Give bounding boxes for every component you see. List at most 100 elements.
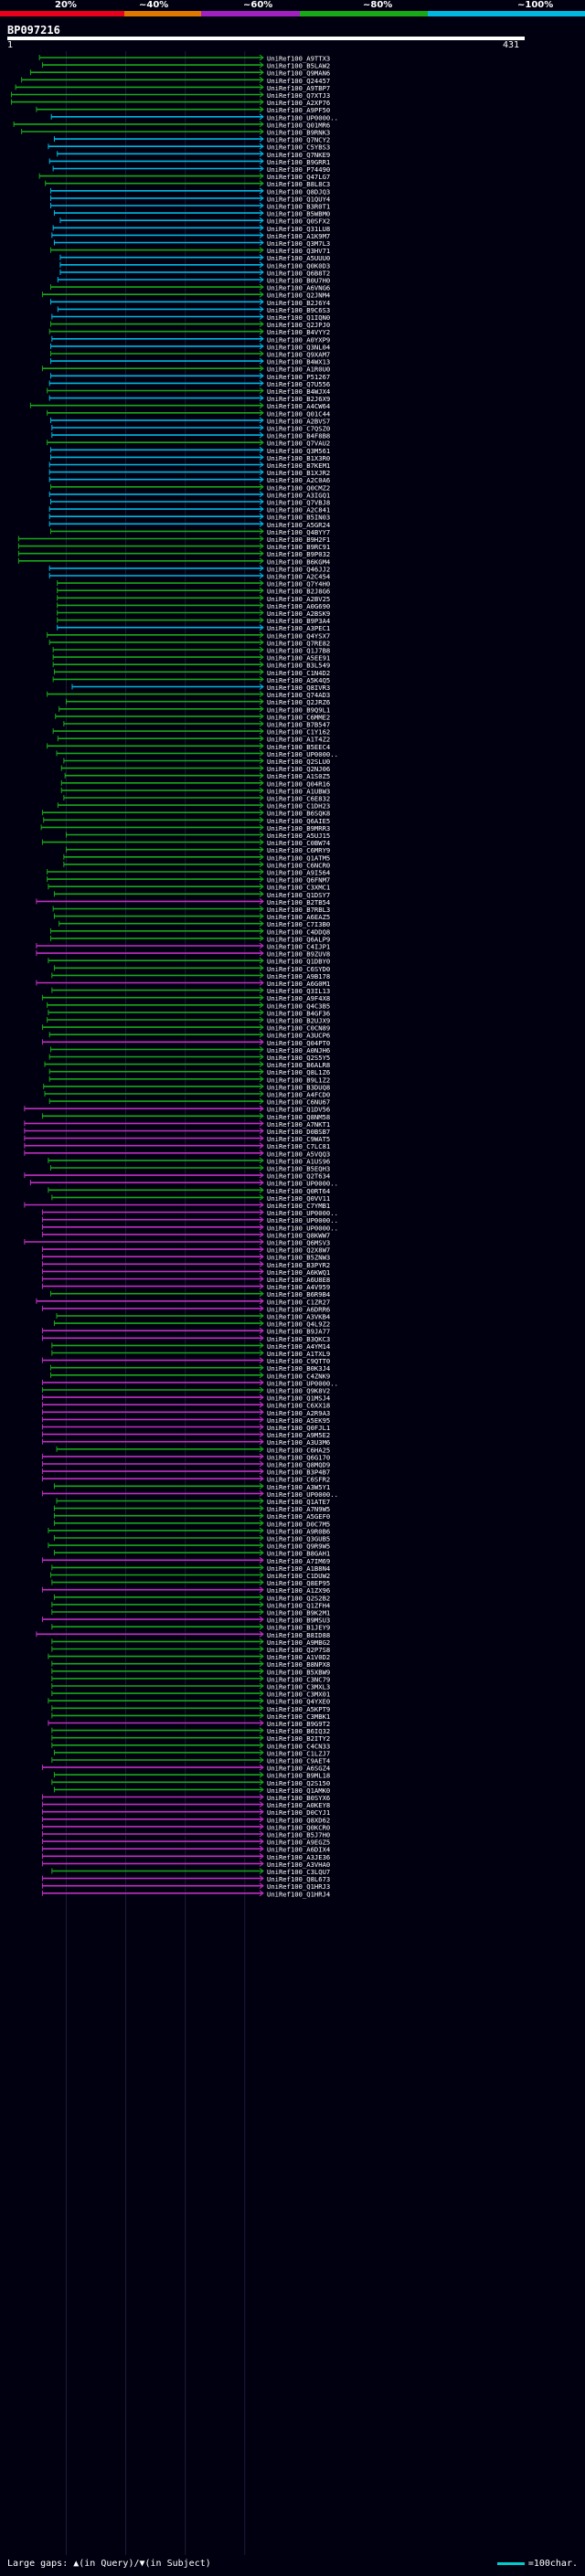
hit-row[interactable]: UniRef100_A0YXP9 <box>51 335 330 344</box>
hit-row[interactable]: UniRef100_B3L549 <box>52 662 330 670</box>
hit-row[interactable]: UniRef100_D0CYJ1 <box>41 1808 330 1817</box>
hit-row[interactable]: UniRef100_B6ALR8 <box>44 1061 330 1069</box>
hit-row[interactable]: UniRef100_A6DRR6 <box>41 1305 330 1313</box>
hit-row[interactable]: UniRef100_B1JEY9 <box>51 1624 330 1632</box>
hit-row[interactable]: UniRef100_A9R0B6 <box>48 1527 330 1535</box>
hit-row[interactable]: UniRef100_B1XJR2 <box>48 469 330 477</box>
hit-row[interactable]: UniRef100_Q1DSY7 <box>53 891 330 899</box>
hit-row[interactable]: UniRef100_Q24457 <box>21 77 331 85</box>
hit-row[interactable]: UniRef100_A9MBG2 <box>51 1638 330 1647</box>
hit-row[interactable]: UniRef100_A3UCP6 <box>48 1032 330 1040</box>
hit-row[interactable]: UniRef100_C4DDQ8 <box>50 928 331 936</box>
hit-row[interactable]: UniRef100_A3PEC1 <box>57 624 331 632</box>
hit-row[interactable]: UniRef100_C6SYD0 <box>53 965 330 973</box>
hit-row[interactable]: UniRef100_Q9XAM7 <box>50 351 331 359</box>
hit-row[interactable]: UniRef100_Q3GUB5 <box>53 1535 330 1543</box>
hit-row[interactable]: UniRef100_B0U7H0 <box>57 277 330 285</box>
hit-row[interactable]: UniRef100_Q2P7S8 <box>51 1646 330 1654</box>
hit-row[interactable]: UniRef100_B2UJX9 <box>47 1017 331 1025</box>
hit-row[interactable]: UniRef100_C6SFR2 <box>41 1476 330 1484</box>
hit-row[interactable]: UniRef100_Q31LU8 <box>52 225 330 233</box>
hit-row[interactable]: UniRef100_Q1HRJ3 <box>41 1882 330 1891</box>
hit-row[interactable]: UniRef100_Q8MQD9 <box>41 1461 330 1469</box>
hit-row[interactable]: UniRef100_UP0000.. <box>56 750 338 758</box>
hit-row[interactable]: UniRef100_Q8L1Z6 <box>48 1068 330 1076</box>
hit-row[interactable]: UniRef100_Q2JNM4 <box>41 292 330 300</box>
hit-row[interactable]: UniRef100_B9MSU3 <box>41 1617 330 1625</box>
hit-row[interactable]: UniRef100_B5ZNW3 <box>41 1254 330 1262</box>
hit-row[interactable]: UniRef100_Q7NKE9 <box>57 151 331 159</box>
hit-row[interactable]: UniRef100_A1TXL9 <box>51 1350 330 1358</box>
hit-row[interactable]: UniRef100_B4WX13 <box>50 358 331 366</box>
hit-row[interactable]: UniRef100_A1S0Z5 <box>64 772 330 780</box>
hit-row[interactable]: UniRef100_A3U3M6 <box>41 1438 330 1447</box>
hit-row[interactable]: UniRef100_B3PYR2 <box>41 1261 330 1269</box>
hit-row[interactable]: UniRef100_C3MBK1 <box>51 1712 330 1721</box>
hit-row[interactable]: UniRef100_B9RC91 <box>17 543 330 551</box>
hit-row[interactable]: UniRef100_C3NC79 <box>51 1675 330 1683</box>
hit-row[interactable]: UniRef100_Q2JRZ6 <box>65 698 330 706</box>
hit-row[interactable]: UniRef100_A1B8N4 <box>51 1564 330 1573</box>
hit-row[interactable]: UniRef100_Q4BYY7 <box>50 528 331 536</box>
hit-row[interactable]: UniRef100_Q04PT0 <box>41 1039 330 1047</box>
hit-row[interactable]: UniRef100_C9QTT0 <box>41 1357 330 1365</box>
hit-row[interactable]: UniRef100_A7N9W5 <box>53 1505 330 1513</box>
hit-row[interactable]: UniRef100_B7RBL3 <box>52 906 330 914</box>
hit-row[interactable]: UniRef100_A6DIX4 <box>41 1846 330 1854</box>
hit-row[interactable]: UniRef100_C6XX18 <box>41 1402 330 1410</box>
hit-row[interactable]: UniRef100_A1T4Z2 <box>57 736 330 744</box>
hit-row[interactable]: UniRef100_B4GF36 <box>48 1009 330 1017</box>
hit-row[interactable]: UniRef100_Q2S5Y5 <box>48 1054 330 1062</box>
hit-row[interactable]: UniRef100_Q3HV71 <box>50 247 331 255</box>
hit-row[interactable]: UniRef100_Q0VV11 <box>51 1194 330 1203</box>
hit-row[interactable]: UniRef100_Q1J7B8 <box>52 647 330 655</box>
hit-row[interactable]: UniRef100_C4ZNK9 <box>50 1372 331 1380</box>
hit-row[interactable]: UniRef100_Q1MSJ4 <box>41 1394 330 1403</box>
hit-row[interactable]: UniRef100_Q1DV56 <box>24 1106 330 1114</box>
hit-row[interactable]: UniRef100_A5GR24 <box>48 521 330 529</box>
hit-row[interactable]: UniRef100_A4YM14 <box>51 1342 330 1351</box>
hit-row[interactable]: UniRef100_A6EAZ5 <box>53 913 330 921</box>
hit-row[interactable]: UniRef100_Q0SFX2 <box>59 217 330 226</box>
hit-row[interactable]: UniRef100_A5UJ15 <box>65 832 330 840</box>
hit-row[interactable]: UniRef100_C1DUW2 <box>50 1572 331 1580</box>
hit-row[interactable]: UniRef100_A6SGZ4 <box>41 1765 330 1773</box>
hit-row[interactable]: UniRef100_A5EK95 <box>41 1416 330 1425</box>
hit-row[interactable]: UniRef100_Q1ATM5 <box>63 853 330 862</box>
hit-row[interactable]: UniRef100_Q2X8W7 <box>41 1246 330 1255</box>
hit-row[interactable]: UniRef100_Q0K0D3 <box>59 261 330 270</box>
hit-row[interactable]: UniRef100_Q8IVR3 <box>71 684 330 692</box>
hit-row[interactable]: UniRef100_Q2SLU0 <box>63 758 330 766</box>
hit-row[interactable]: UniRef100_A1US96 <box>48 1157 330 1165</box>
hit-row[interactable]: UniRef100_A3W5Y1 <box>53 1483 330 1491</box>
hit-row[interactable]: UniRef100_Q6FNM7 <box>47 876 331 885</box>
hit-row[interactable]: UniRef100_B9C6S3 <box>57 306 330 314</box>
hit-row[interactable]: UniRef100_Q7RE82 <box>48 639 330 647</box>
hit-row[interactable]: UniRef100_A3JE36 <box>41 1853 330 1861</box>
hit-row[interactable]: UniRef100_C7LC81 <box>24 1142 330 1150</box>
hit-row[interactable]: UniRef100_Q8L673 <box>41 1875 330 1883</box>
hit-row[interactable]: UniRef100_C6HA25 <box>56 1446 330 1454</box>
hit-row[interactable]: UniRef100_A9TBP7 <box>15 84 330 92</box>
hit-row[interactable]: UniRef100_A2XP76 <box>11 99 331 107</box>
hit-row[interactable]: UniRef100_Q1IQN0 <box>51 313 330 322</box>
hit-row[interactable]: UniRef100_B3P4B7 <box>41 1468 330 1477</box>
hit-row[interactable]: UniRef100_A0NJH6 <box>50 1046 331 1055</box>
hit-row[interactable]: UniRef100_A9B178 <box>51 972 330 981</box>
hit-row[interactable]: UniRef100_B5LAW2 <box>41 62 330 70</box>
hit-row[interactable]: UniRef100_Q3M561 <box>50 447 331 455</box>
hit-row[interactable]: UniRef100_Q01MR6 <box>13 121 330 129</box>
hit-row[interactable]: UniRef100_A5UUU0 <box>59 254 330 262</box>
hit-row[interactable]: UniRef100_C0CN89 <box>41 1024 330 1033</box>
hit-row[interactable]: UniRef100_C3LQU7 <box>51 1868 330 1876</box>
hit-row[interactable]: UniRef100_B0K3J4 <box>50 1364 331 1373</box>
hit-row[interactable]: UniRef100_Q2S2B2 <box>53 1594 330 1602</box>
hit-row[interactable]: UniRef100_Q0KCR0 <box>41 1823 330 1831</box>
hit-row[interactable]: UniRef100_C4CN33 <box>51 1742 330 1750</box>
hit-row[interactable]: UniRef100_B6SQK8 <box>41 810 330 818</box>
hit-row[interactable]: UniRef100_UP0000.. <box>29 1180 338 1188</box>
hit-row[interactable]: UniRef100_Q0RT64 <box>48 1187 330 1195</box>
hit-row[interactable]: UniRef100_Q3M7L3 <box>53 239 330 248</box>
hit-row[interactable]: UniRef100_B5XBW9 <box>51 1668 330 1676</box>
hit-row[interactable]: UniRef100_B9G9T2 <box>48 1720 330 1728</box>
